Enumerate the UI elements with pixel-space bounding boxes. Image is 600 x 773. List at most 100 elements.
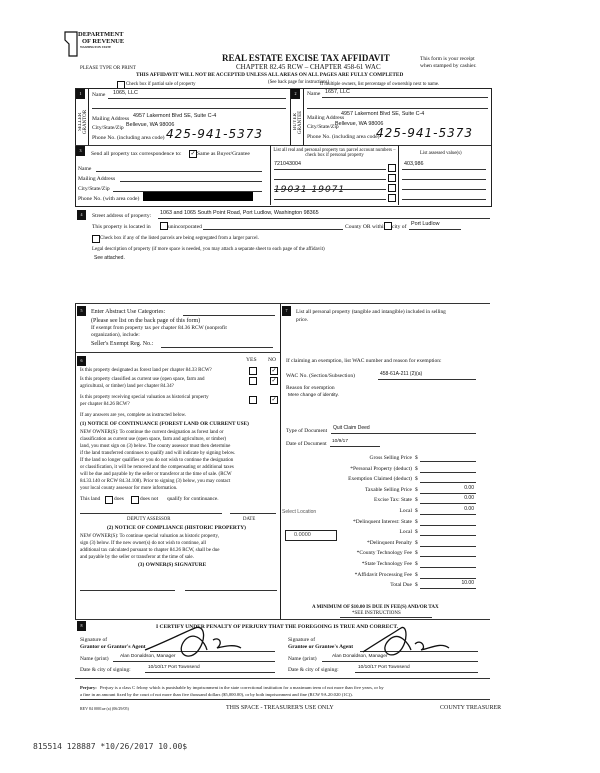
instructions: (See back page for instructions)	[268, 80, 330, 85]
buyer-name[interactable]: 1657, LLC	[325, 89, 350, 95]
currency-symbol: $	[415, 518, 418, 525]
grantee-name[interactable]: Alan Donaldson, Manager	[332, 654, 388, 659]
notice2-line: and payable by the seller or transferor …	[80, 555, 194, 560]
notice1-line: land, you must sign on (3) below. The co…	[80, 444, 231, 449]
minimum-note-2: *SEE INSTRUCTIONS	[352, 611, 401, 616]
city-of-value[interactable]: Port Ludlow	[411, 221, 440, 227]
divider	[409, 229, 461, 230]
parcel-number[interactable]: 721043004	[274, 161, 301, 167]
current-use-no-checkbox[interactable]: ✓	[270, 377, 278, 385]
forest-yes-checkbox[interactable]	[249, 367, 257, 375]
current-use-yes-checkbox[interactable]	[249, 377, 257, 385]
question-current-use: Is this property classified as current u…	[80, 377, 205, 382]
tax-row-value[interactable]: 10.00	[461, 580, 474, 587]
grantee-sig-label-1: Signature of	[288, 637, 316, 643]
assessed-value[interactable]: 403,986	[404, 161, 424, 167]
divider	[290, 88, 291, 145]
type-or-print: PLEASE TYPE OR PRINT	[80, 66, 136, 71]
partial-sale-label: Check box if partial sale of property	[126, 82, 196, 87]
personal-property-label-1: List all personal property (tangible and…	[296, 309, 446, 315]
tax-row-line	[420, 514, 476, 515]
buyer-city[interactable]: Bellevue, WA 98006	[335, 121, 384, 127]
rate-input[interactable]: 0.0000	[285, 530, 337, 541]
exemption-reason[interactable]: Mere change of identity.	[288, 393, 339, 398]
values-header: List assessed value(s)	[420, 151, 462, 156]
section-number: 6	[77, 356, 86, 366]
buyer-side-label: BUYER GRANTEE	[293, 110, 303, 134]
parcel-number[interactable]: 19031 19071	[274, 185, 346, 195]
seller-mailing[interactable]: 4957 Lakemont Blvd SE, Suite C-4	[133, 113, 217, 119]
tax-row-line	[420, 482, 476, 484]
doc-date-label: Date of Document	[286, 441, 327, 447]
tax-row-value[interactable]: 0.00	[464, 495, 474, 502]
divider	[203, 229, 343, 230]
section-number: 7	[282, 306, 291, 316]
divider	[158, 218, 490, 219]
divider	[88, 88, 89, 145]
legal-description[interactable]: See attached.	[94, 255, 125, 261]
unincorporated-checkbox[interactable]	[160, 222, 168, 230]
exemption-label: If claiming an exemption, list WAC numbe…	[286, 358, 442, 364]
seller-phone[interactable]: 425-941-5373	[166, 127, 264, 141]
divider	[398, 145, 399, 205]
doc-type[interactable]: Quit Claim Deed	[333, 425, 370, 431]
tax-row-label: Taxable Selling Price	[365, 486, 412, 493]
personal-property-checkbox[interactable]	[388, 164, 396, 172]
seller-name[interactable]: 1065, LLC	[113, 90, 138, 96]
logo-line2: OF REVENUE	[82, 38, 125, 45]
tax-row-line	[420, 492, 476, 494]
divider	[120, 181, 262, 182]
grantor-name[interactable]: Alan Donaldson, Manager	[120, 654, 176, 659]
buyer-mailing[interactable]: 4957 Lakemont Blvd SE, Suite C-4	[341, 111, 425, 117]
notice2-line: sign (3) below. If the new owner(s) do n…	[80, 541, 207, 546]
same-as-buyer-label: Same as Buyer/Grantee	[197, 151, 250, 157]
segregated-checkbox[interactable]	[92, 235, 100, 243]
city-label: City/State/Zip	[307, 124, 339, 130]
divider	[402, 189, 486, 190]
tax-row-value[interactable]: 0.00	[464, 484, 474, 491]
perjury-line2: a fine in an amount fixed by the court o…	[80, 692, 353, 697]
reg-label: Seller's Exempt Reg. No.:	[91, 341, 154, 347]
yes-header: YES	[246, 357, 257, 363]
exempt-line1: If exempt from property tax per chapter …	[91, 325, 227, 331]
doc-date[interactable]: 10/9/17	[332, 439, 349, 444]
personal-property-checkbox[interactable]	[388, 194, 396, 202]
correspondence-label: Send all property tax correspondence to:	[91, 151, 182, 157]
historic-no-checkbox[interactable]: ✓	[270, 396, 278, 404]
doc-type-label: Type of Document	[286, 428, 328, 434]
personal-property-checkbox[interactable]	[388, 184, 396, 192]
divider	[80, 699, 490, 700]
does-not-checkbox[interactable]	[131, 496, 139, 504]
question-forest: Is this property designated as forest la…	[80, 368, 212, 373]
located-label: This property is located in	[92, 224, 151, 230]
grantor-date-city[interactable]: 10/10/17 Port Townsend	[148, 665, 200, 670]
same-as-buyer-checkbox[interactable]: ✓	[189, 150, 197, 158]
currency-symbol: $	[415, 476, 418, 483]
street-address[interactable]: 1063 and 1065 South Point Road, Port Lud…	[160, 210, 319, 216]
question-historic-2: per chapter 84.26 RCW?	[80, 402, 130, 407]
select-location[interactable]: Select Location	[282, 509, 317, 515]
grantee-date-city[interactable]: 10/10/17 Port Townsend	[358, 665, 410, 670]
segregated-label: Check box if any of the listed parcels a…	[100, 236, 259, 241]
seller-city[interactable]: Bellevue, WA 98006	[126, 122, 175, 128]
notice1-title: (1) NOTICE OF CONTINUANCE (FOREST LAND O…	[80, 421, 249, 427]
notice2-line: NEW OWNER(S): To continue special valuat…	[80, 534, 219, 539]
divider	[270, 145, 271, 205]
legal-label: Legal description of property (if more s…	[92, 247, 325, 252]
currency-symbol: $	[415, 529, 418, 536]
grantor-signature-line	[150, 651, 275, 652]
section-number: 8	[77, 621, 86, 631]
historic-yes-checkbox[interactable]	[249, 396, 257, 404]
buyer-phone[interactable]: 425-941-5373	[376, 126, 474, 140]
section-number: 4	[77, 210, 86, 220]
tax-row-value[interactable]: 0.00	[464, 506, 474, 512]
does-checkbox[interactable]	[105, 496, 113, 504]
city-checkbox[interactable]	[384, 222, 392, 230]
forest-no-checkbox[interactable]: ✓	[270, 367, 278, 375]
wac-number[interactable]: 458-61A-211 (2)(a)	[380, 371, 423, 377]
divider	[113, 191, 262, 192]
personal-property-checkbox[interactable]	[388, 174, 396, 182]
qualify-label: qualify for continuance.	[167, 496, 219, 502]
minimum-note-1: A MINIMUM OF $10.00 IS DUE IN FEE(S) AND…	[312, 605, 439, 610]
divider	[322, 97, 488, 98]
